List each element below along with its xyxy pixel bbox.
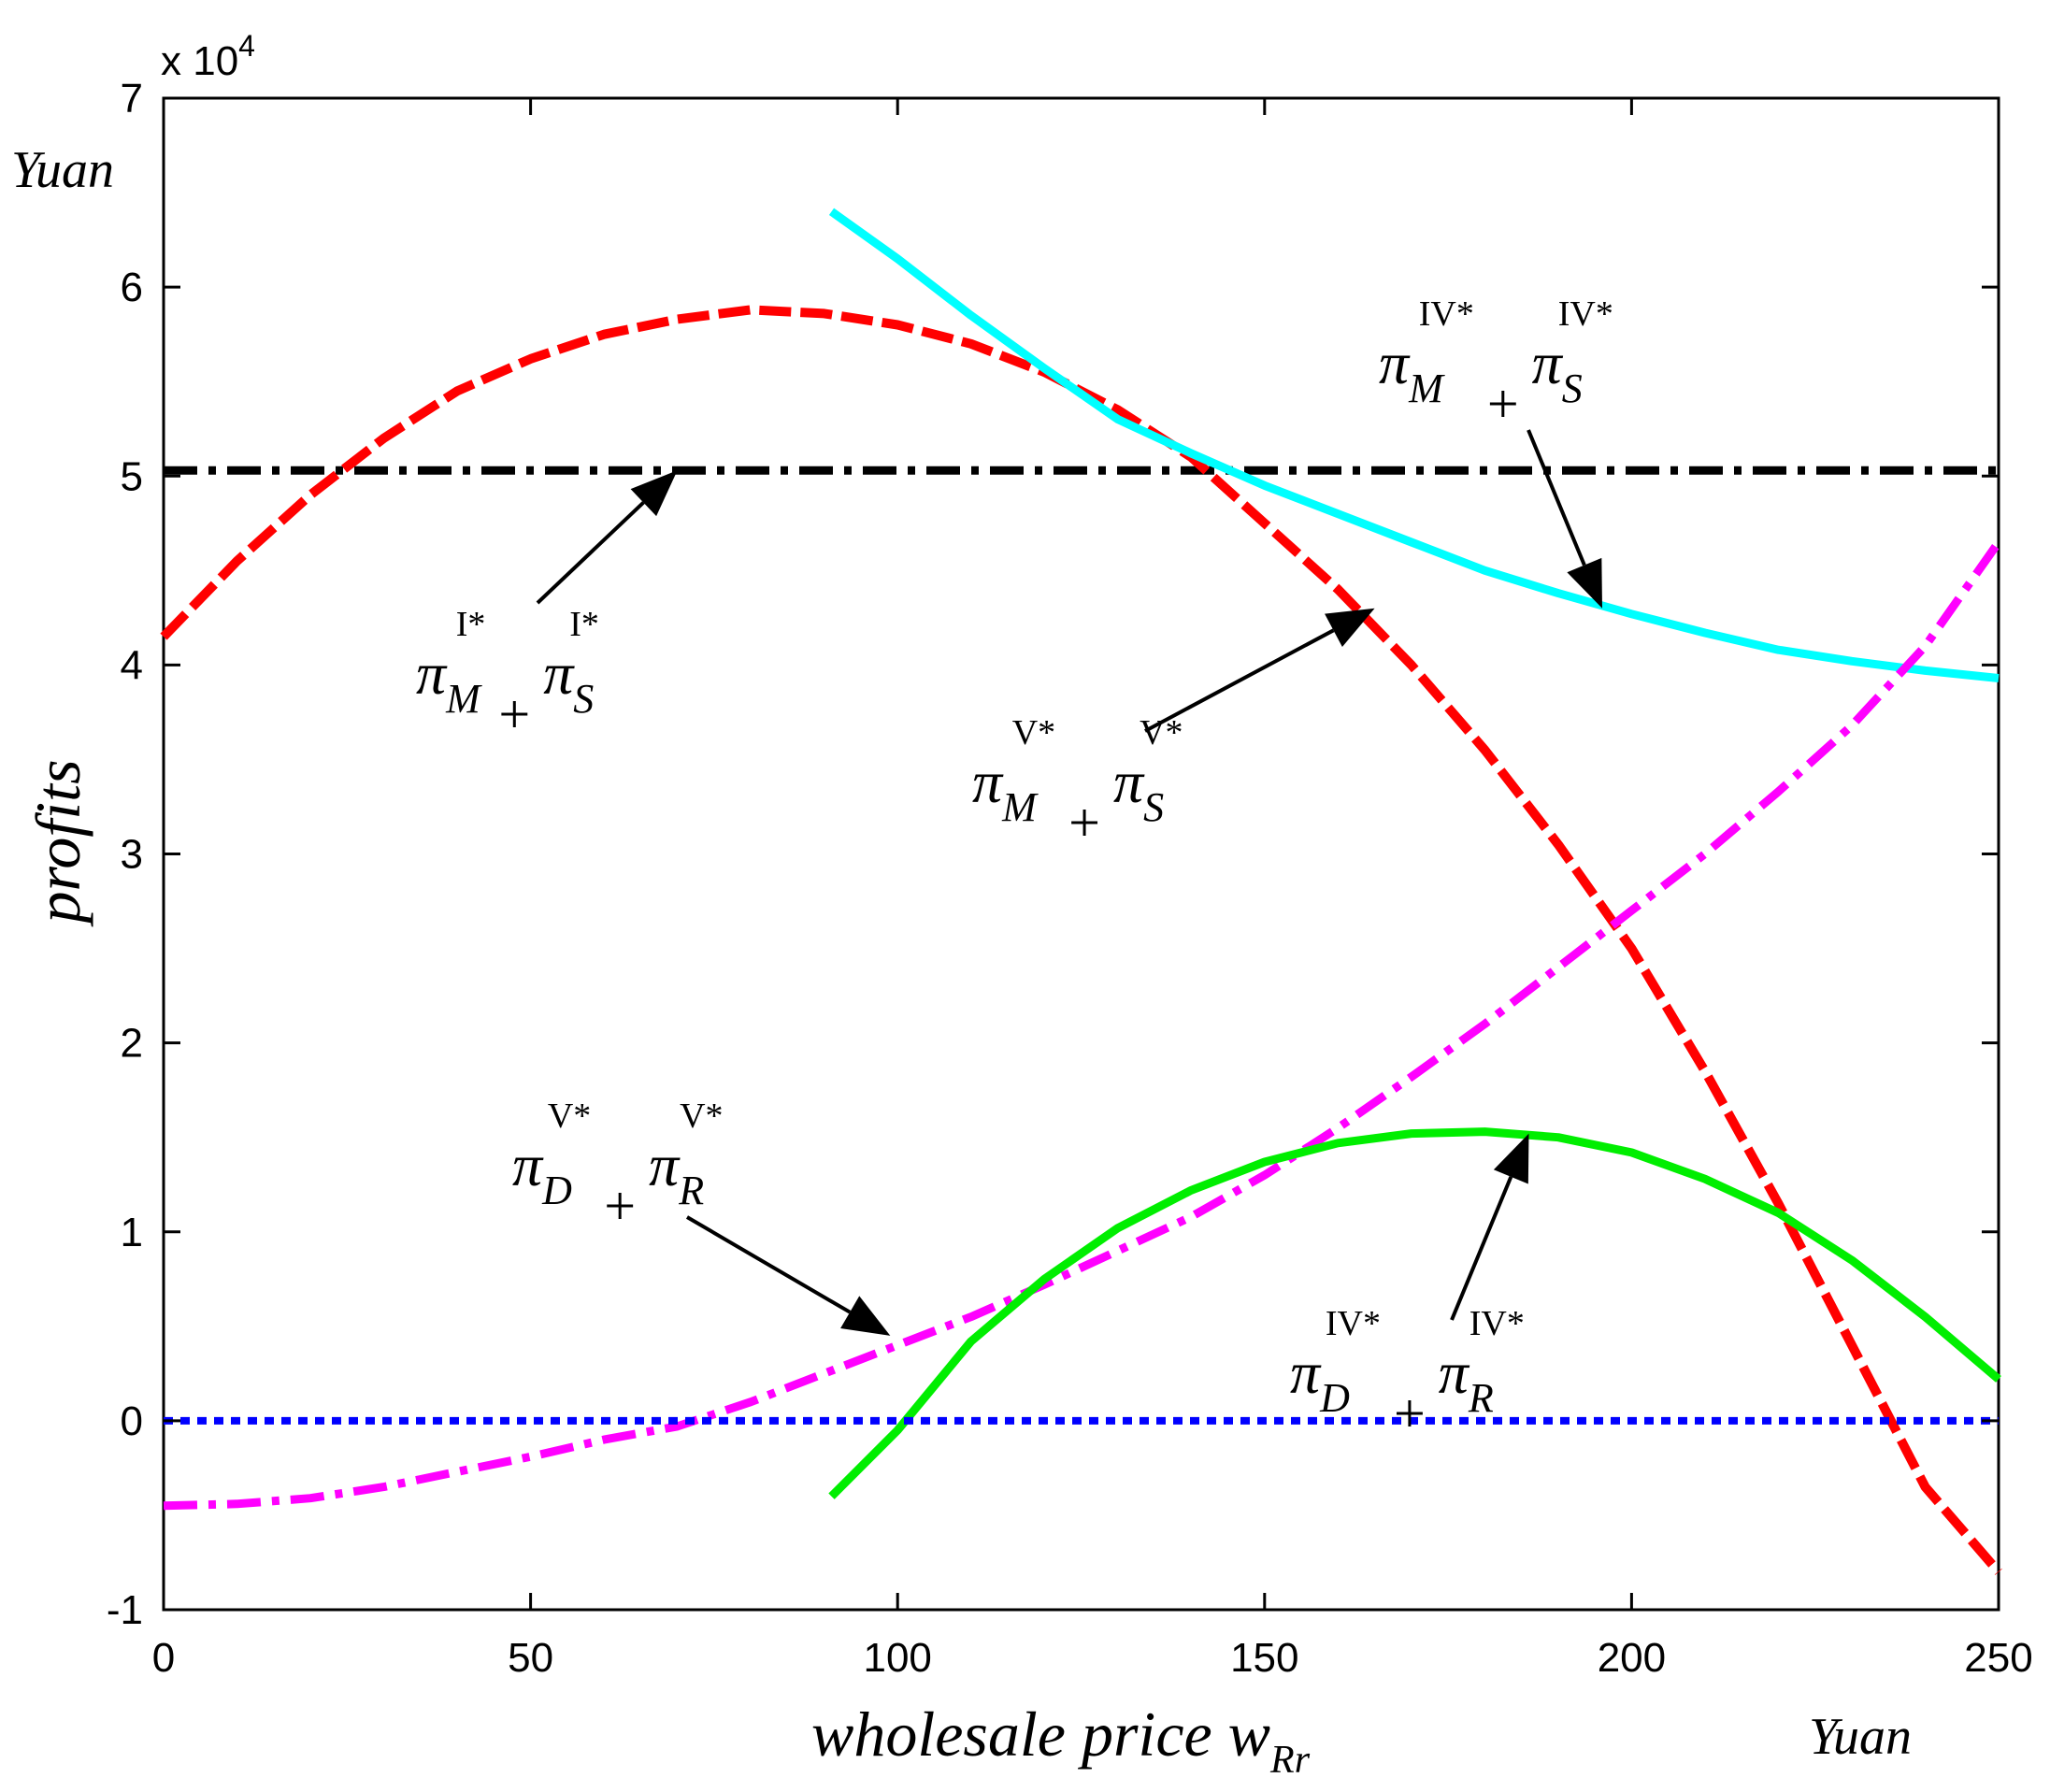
annotation-main2: π (1532, 330, 1564, 396)
annotation-text: πMV*+πSV* (972, 713, 1183, 853)
y-tick-label: 7 (121, 76, 143, 122)
series-layer (160, 208, 2002, 1575)
annotation-sub1: M (445, 676, 482, 722)
annotation-sup2: V* (680, 1097, 723, 1136)
annotation-main: π (512, 1132, 544, 1198)
x-tick-label: 150 (1230, 1635, 1298, 1681)
y-tick-label: 3 (121, 832, 143, 878)
x-tick-label: 200 (1598, 1635, 1666, 1681)
annotation-arrow-head (1325, 608, 1375, 647)
annotation-arrows (536, 429, 1602, 1336)
annotation-sub2: S (573, 676, 594, 722)
annotation-text: πMI*+πSI* (416, 605, 599, 745)
y-tick-label: 5 (121, 453, 143, 499)
series-line-3 (163, 539, 2002, 1511)
series-line-2 (828, 208, 2000, 682)
annotation-sup1: IV* (1419, 294, 1474, 334)
y-scale-factor: x 104 (161, 29, 255, 84)
annotation-sup2: IV* (1469, 1304, 1525, 1343)
annotation-arrow-shaft (1450, 1176, 1513, 1321)
annotation-sup1: V* (1012, 713, 1055, 753)
annotation-text: πMIV*+πSIV* (1379, 294, 1613, 435)
annotation-arrow-head (630, 470, 678, 517)
y-tick-label: 0 (121, 1398, 143, 1444)
annotation-main: π (416, 640, 448, 707)
annotation-sub1: M (1001, 784, 1039, 830)
annotation-arrow-head (840, 1296, 891, 1336)
x-tick-label: 0 (152, 1635, 175, 1681)
annotation-4: πDV*+πRV* (512, 1097, 724, 1237)
annotation-arrow-shaft (1144, 628, 1335, 733)
annotation-plus: + (1487, 373, 1519, 435)
annotation-sup2: IV* (1558, 294, 1613, 334)
y-scale-text: x 10 (161, 38, 238, 84)
series-line-1 (160, 305, 2002, 1575)
annotation-sub1: D (1319, 1375, 1350, 1421)
plot-border (162, 96, 2000, 1612)
x-tick-label: 100 (863, 1635, 931, 1681)
y-axis-title: profits (22, 759, 93, 926)
x-axis-title-main: wholesale price w (811, 1699, 1270, 1770)
annotation-sup2: I* (569, 605, 599, 644)
annotation-plus: + (604, 1175, 636, 1237)
y-tick-label: -1 (107, 1587, 143, 1633)
y-unit-label: Yuan (11, 141, 114, 199)
annotation-main2: π (543, 640, 575, 707)
annotation-1: πMI*+πSI* (416, 605, 599, 745)
annotation-main: π (972, 749, 1004, 815)
annotation-arrow-shaft (1527, 429, 1586, 566)
annotation-sup1: IV* (1326, 1304, 1381, 1343)
annotation-2: πMV*+πSV* (972, 713, 1183, 853)
annotation-main: π (1379, 330, 1411, 396)
x-axis-title: wholesale price wRr (811, 1699, 1311, 1782)
annotation-text: πDV*+πRV* (512, 1097, 724, 1237)
annotation-sub2: S (1143, 784, 1164, 830)
annotation-text: πDIV*+πRIV* (1290, 1304, 1525, 1444)
annotation-arrow-head (1493, 1133, 1529, 1184)
x-axis-title-sub: Rr (1269, 1739, 1311, 1782)
x-tick-label: 50 (508, 1635, 553, 1681)
annotation-sub2: R (1468, 1375, 1494, 1421)
plot-frame (162, 96, 2000, 1612)
annotation-plus: + (1394, 1383, 1426, 1444)
annotation-main2: π (649, 1132, 681, 1198)
annotation-main2: π (1113, 749, 1145, 815)
series-line-4 (828, 1127, 2001, 1499)
annotation-main: π (1290, 1340, 1322, 1406)
annotation-labels: πMI*+πSI*πMV*+πSV*πMIV*+πSIV*πDV*+πRV*πD… (416, 294, 1613, 1444)
annotation-sup1: V* (548, 1097, 591, 1136)
annotation-plus: + (1068, 792, 1100, 853)
x-unit-label: Yuan (1809, 1708, 1912, 1766)
annotation-plus: + (498, 683, 530, 745)
annotation-sup1: I* (456, 605, 486, 644)
y-tick-label: 1 (121, 1210, 143, 1255)
annotation-5: πDIV*+πRIV* (1290, 1304, 1525, 1444)
annotation-sub2: R (678, 1168, 704, 1213)
annotation-sub1: M (1408, 366, 1445, 411)
annotation-main2: π (1439, 1340, 1470, 1406)
annotation-sub2: S (1562, 366, 1583, 411)
x-tick-label: 250 (1964, 1635, 2032, 1681)
annotation-3: πMIV*+πSIV* (1379, 294, 1613, 435)
annotation-arrow-shaft (536, 501, 645, 605)
annotation-sub1: D (541, 1168, 572, 1213)
annotation-sup2: V* (1140, 713, 1183, 753)
y-tick-label: 6 (121, 265, 143, 310)
annotation-arrow-head (1567, 557, 1602, 609)
y-tick-label: 4 (121, 642, 143, 688)
y-scale-exponent: 4 (238, 29, 255, 63)
annotation-arrow-shaft (685, 1215, 852, 1314)
y-tick-label: 2 (121, 1021, 143, 1067)
